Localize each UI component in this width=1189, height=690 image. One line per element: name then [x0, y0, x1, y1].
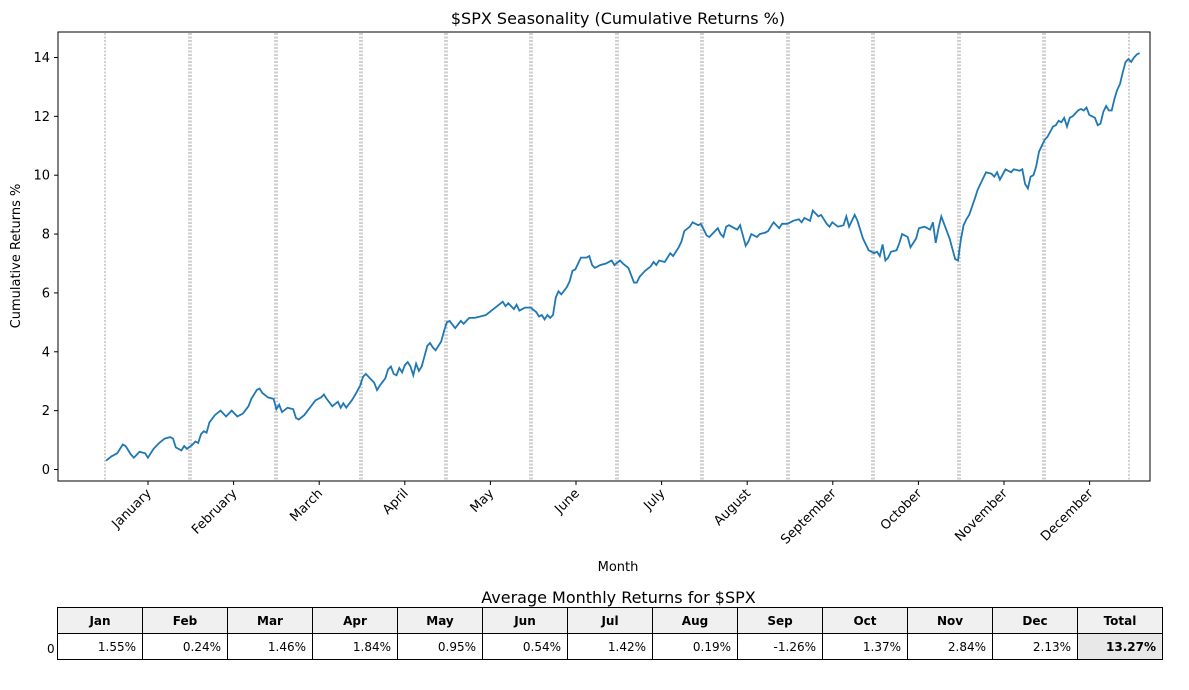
x-tick-label: December [1038, 486, 1097, 545]
cell-nov: 2.84% [907, 633, 993, 660]
x-tick-label: April [380, 486, 412, 518]
header-nov: Nov [907, 607, 993, 634]
x-tick-label: September [778, 486, 840, 548]
seasonality-chart: 0 2 4 6 8 10 12 14 January February March April May… [9, 9, 1151, 575]
y-axis-ticks: 0 2 4 6 8 10 12 14 [33, 51, 58, 478]
y-tick-label: 4 [42, 345, 50, 360]
cell-sep: -1.26% [737, 633, 823, 660]
cumulative-returns-line [105, 52, 1141, 462]
header-jun: Jun [482, 607, 568, 634]
x-tick-label: October [878, 486, 926, 534]
monthly-returns-table: Jan Feb Mar Apr May Jun Jul Aug Sep Oct … [57, 607, 1163, 660]
y-tick-label: 8 [42, 228, 50, 243]
x-tick-label: June [551, 486, 582, 517]
month-separator-lines [104, 33, 1130, 480]
chart-title: $SPX Seasonality (Cumulative Returns %) [451, 9, 785, 28]
header-sep: Sep [737, 607, 823, 634]
plot-frame [57, 31, 1151, 482]
table-header-row: Jan Feb Mar Apr May Jun Jul Aug Sep Oct … [57, 607, 1163, 634]
cell-may: 0.95% [397, 633, 483, 660]
cell-mar: 1.46% [227, 633, 313, 660]
y-tick-label: 12 [33, 110, 50, 125]
y-tick-label: 2 [42, 404, 50, 419]
cell-feb: 0.24% [142, 633, 228, 660]
x-tick-label: July [641, 486, 669, 514]
cell-dec: 2.13% [992, 633, 1078, 660]
header-mar: Mar [227, 607, 313, 634]
cell-jun: 0.54% [482, 633, 568, 660]
cell-aug: 0.19% [652, 633, 738, 660]
table-row: 1.55% 0.24% 1.46% 1.84% 0.95% 0.54% 1.42… [57, 633, 1163, 660]
cell-total: 13.27% [1077, 633, 1163, 660]
header-total: Total [1077, 607, 1163, 634]
x-tick-label: March [287, 486, 326, 525]
header-oct: Oct [822, 607, 908, 634]
header-apr: Apr [312, 607, 398, 634]
header-may: May [397, 607, 483, 634]
header-aug: Aug [652, 607, 738, 634]
y-axis-label: Cumulative Returns % [9, 184, 24, 329]
x-tick-label: November [952, 486, 1011, 545]
cell-jan: 1.55% [57, 633, 143, 660]
x-axis-ticks: January February March April May June July Augu… [109, 481, 1097, 548]
cell-oct: 1.37% [822, 633, 908, 660]
y-tick-label: 14 [33, 51, 50, 66]
x-tick-label: May [468, 486, 498, 516]
x-axis-label: Month [598, 560, 639, 575]
table-title: Average Monthly Returns for $SPX [481, 588, 756, 607]
header-jul: Jul [567, 607, 653, 634]
x-tick-label: January [109, 486, 155, 532]
header-dec: Dec [992, 607, 1078, 634]
x-tick-label: August [711, 486, 754, 529]
cell-jul: 1.42% [567, 633, 653, 660]
header-jan: Jan [57, 607, 143, 634]
y-tick-label: 0 [42, 463, 50, 478]
header-feb: Feb [142, 607, 228, 634]
y-tick-label: 6 [42, 286, 50, 301]
table-row-index: 0 [47, 642, 55, 656]
cell-apr: 1.84% [312, 633, 398, 660]
y-tick-label: 10 [33, 169, 50, 184]
x-tick-label: February [189, 486, 241, 538]
